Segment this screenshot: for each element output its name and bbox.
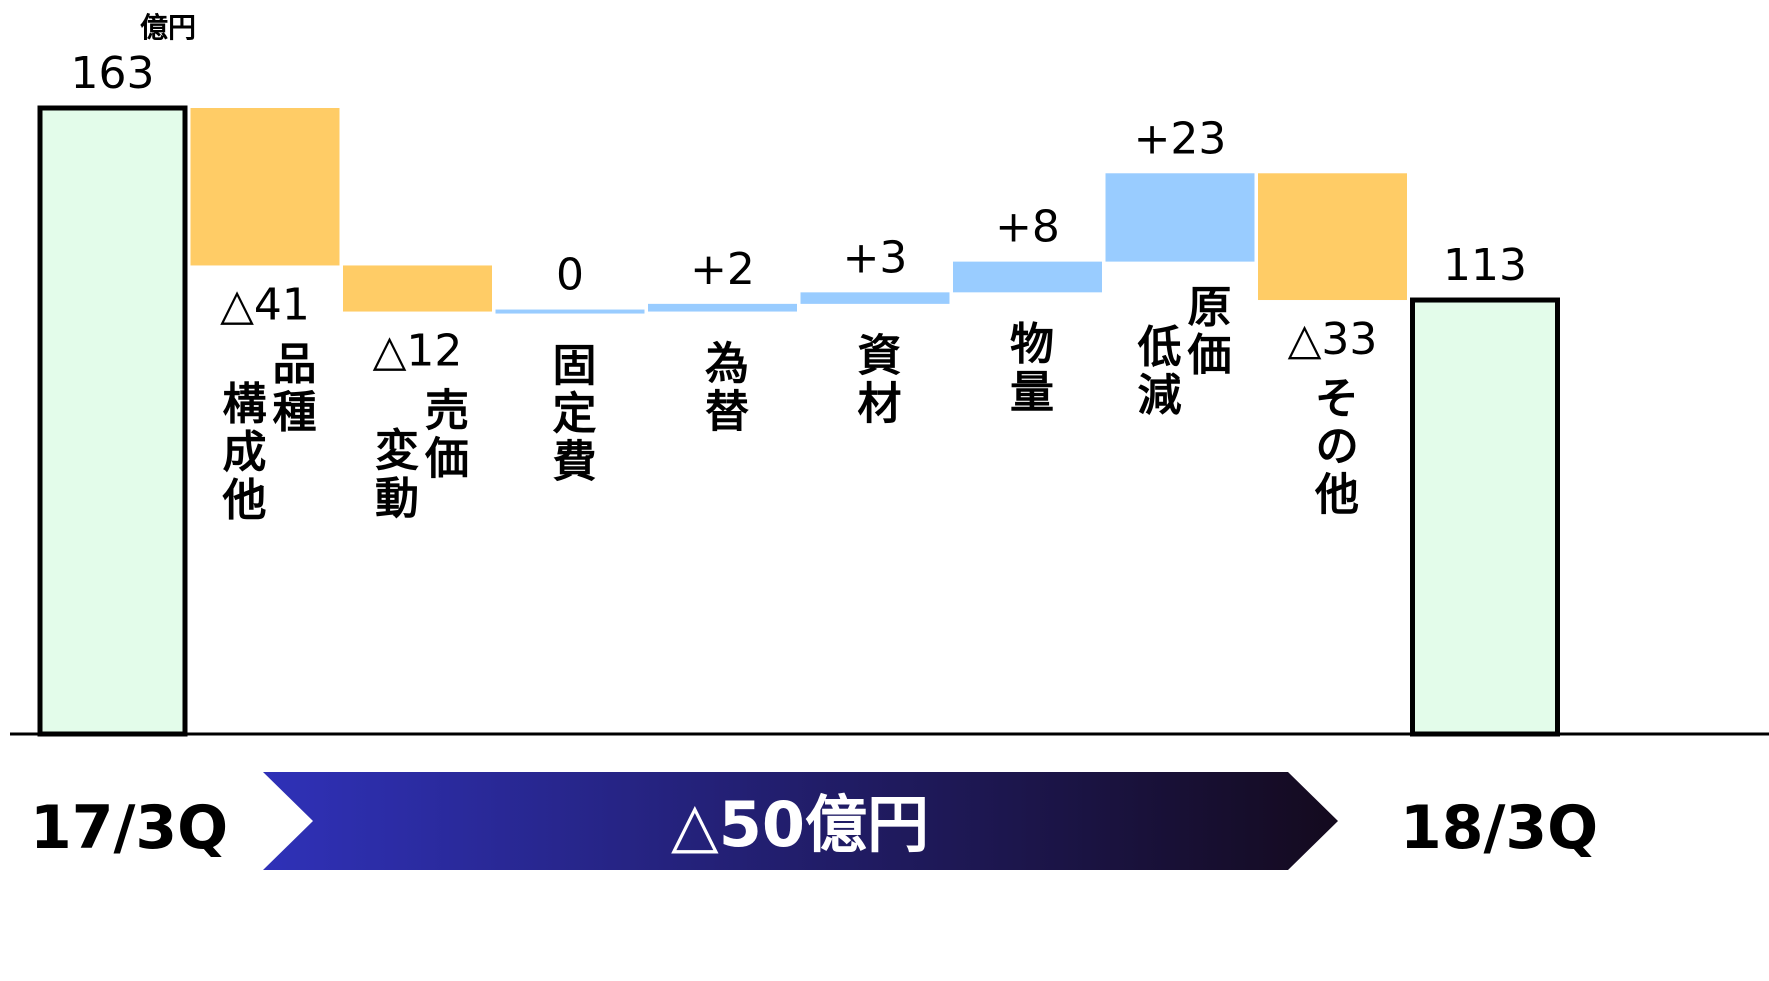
bar-genka-teigen — [1105, 173, 1255, 262]
category-label-kawase-1: 為替 — [697, 339, 749, 435]
bar-hinshu-kosei — [190, 108, 340, 266]
category-label-genka-teigen-1: 原価 — [1180, 283, 1233, 379]
bar-kawase — [648, 303, 797, 312]
bar-baika-hendo — [343, 265, 492, 312]
value-label-genka-teigen: +23 — [1134, 113, 1227, 164]
value-label-koteihi: 0 — [556, 250, 584, 301]
bar-butsuryo — [953, 261, 1102, 293]
value-label-end-total: 113 — [1443, 240, 1527, 291]
category-label-genka-teigen-2: 低減 — [1130, 323, 1182, 419]
value-label-hinshu-kosei: △41 — [220, 279, 310, 330]
value-label-shizai: +3 — [843, 232, 908, 283]
category-label-butsuryo-1: 物量 — [1002, 320, 1054, 416]
bars-layer — [37, 105, 1560, 737]
category-label-koteihi-1: 固定費 — [545, 342, 597, 486]
bar-shizai — [800, 292, 950, 304]
total-change-label: △50億円 — [671, 788, 929, 861]
period-label-end: 18/3Q — [1400, 793, 1598, 863]
value-label-sonota: △33 — [1288, 314, 1378, 365]
bar-end-total — [1410, 297, 1560, 737]
bar-start-total — [37, 105, 188, 737]
category-label-shizai-1: 資材 — [850, 332, 902, 428]
category-label-sonota-1: その他 — [1307, 375, 1360, 519]
bar-koteihi — [495, 309, 645, 314]
category-label-baika-hendo-2: 変動 — [367, 425, 419, 522]
bar-sonota — [1258, 173, 1407, 301]
value-label-kawase: +2 — [690, 244, 755, 295]
category-label-hinshu-kosei-1: 品種 — [265, 340, 317, 436]
unit-label: 億円 — [140, 11, 196, 44]
value-label-butsuryo: +8 — [995, 202, 1060, 253]
category-label-hinshu-kosei-2: 構成他 — [215, 380, 268, 524]
total-change-arrow — [263, 772, 1338, 870]
category-label-baika-hendo-1: 売価 — [417, 386, 470, 482]
value-label-start-total: 163 — [71, 48, 155, 99]
value-label-baika-hendo: △12 — [373, 326, 463, 377]
period-label-start: 17/3Q — [30, 793, 228, 863]
